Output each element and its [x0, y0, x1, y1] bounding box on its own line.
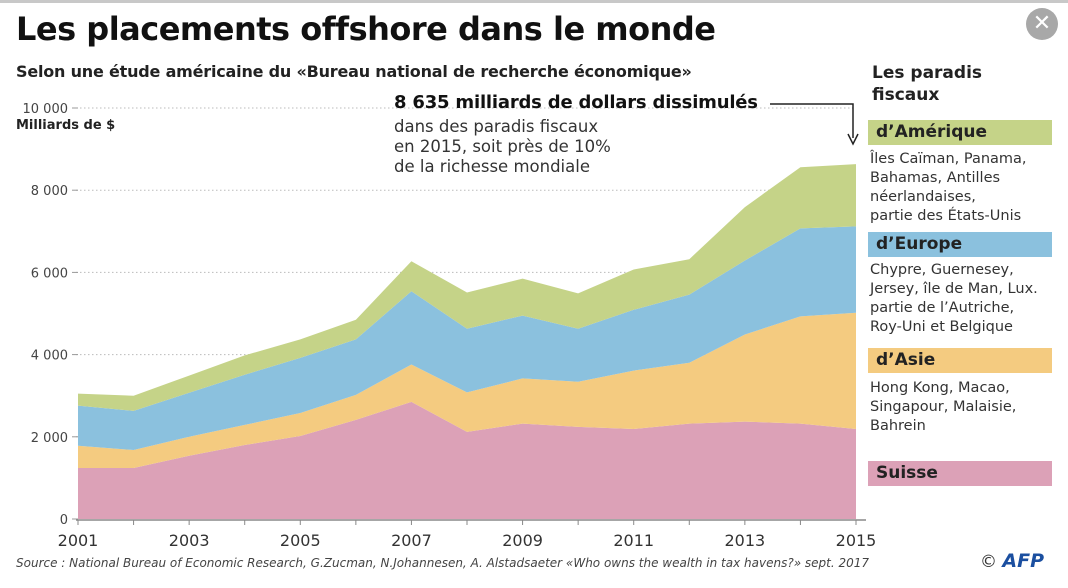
legend-desc-asie: Hong Kong, Macao, Singapour, Malaisie, B…: [870, 379, 1065, 436]
y-tick-label: 6 000: [31, 266, 68, 281]
arrow-down-icon: [847, 133, 859, 146]
y-tick-label: 10 000: [23, 102, 69, 117]
y-tick-label: 4 000: [31, 349, 68, 364]
area-damerique: [78, 164, 856, 411]
close-button[interactable]: ✕: [1026, 8, 1058, 40]
top-border: [0, 0, 1068, 3]
area-dasie: [78, 312, 856, 468]
legend-title: Les paradis fiscaux: [872, 62, 1052, 106]
legend-desc-line: Îles Caïman, Panama,: [870, 151, 1027, 167]
close-icon: ✕: [1032, 11, 1052, 36]
y-tick-label: 8 000: [31, 184, 68, 199]
x-tick-label: 2009: [502, 531, 543, 550]
y-tick-label: 2 000: [31, 431, 68, 446]
x-tick-label: 2015: [836, 531, 877, 550]
annotation-line: dans des paradis fiscaux: [394, 117, 599, 136]
legend-desc-line: Jersey, île de Man, Lux.: [870, 281, 1038, 297]
legend-item-europe: d’Europe: [868, 232, 1052, 257]
y-axis-label: Milliards de $: [16, 118, 116, 133]
y-tick-label: 0: [60, 513, 68, 528]
x-tick-label: 2003: [169, 531, 210, 550]
legend-desc-line: partie des États-Unis: [870, 208, 1022, 224]
legend-item-amerique: d’Amérique: [868, 120, 1052, 145]
x-tick-label: 2007: [391, 531, 432, 550]
legend-desc-line: Hong Kong, Macao,: [870, 380, 1010, 396]
legend-item-asie: d’Asie: [868, 348, 1052, 373]
annotation-leader-line: [770, 103, 854, 138]
legend-desc-line: Chypre, Guernesey,: [870, 262, 1014, 278]
annotation-headline: 8 635 milliards de dollars dissimulés: [394, 92, 758, 113]
x-tick-label: 2005: [280, 531, 321, 550]
x-tick-label: 2011: [613, 531, 654, 550]
legend-desc-line: Roy-Uni et Belgique: [870, 319, 1013, 335]
area-deurope: [78, 226, 856, 450]
legend-title-line: Les paradis: [872, 63, 983, 83]
area-suisse: [78, 401, 856, 519]
annotation-line: de la richesse mondiale: [394, 157, 590, 176]
legend-desc-line: Bahamas, Antilles: [870, 170, 1001, 186]
legend-desc-amerique: Îles Caïman, Panama, Bahamas, Antilles n…: [870, 150, 1065, 226]
x-tick-label: 2013: [724, 531, 765, 550]
legend-desc-line: néerlandaises,: [870, 189, 976, 205]
legend-desc-line: partie de l’Autriche,: [870, 300, 1015, 316]
legend-item-suisse: Suisse: [868, 461, 1052, 486]
legend-title-line: fiscaux: [872, 85, 940, 105]
legend-desc-line: Singapour, Malaisie,: [870, 399, 1017, 415]
afp-logo: AFP: [1002, 550, 1045, 572]
annotation-body: dans des paradis fiscaux en 2015, soit p…: [394, 117, 694, 177]
chart-title: Les placements offshore dans le monde: [16, 10, 716, 48]
annotation-line: en 2015, soit près de 10%: [394, 137, 611, 156]
chart-subtitle: Selon une étude américaine du «Bureau na…: [16, 62, 692, 81]
legend-desc-line: Bahrein: [870, 418, 926, 434]
source-note: Source : National Bureau of Economic Res…: [16, 556, 870, 570]
legend-desc-europe: Chypre, Guernesey, Jersey, île de Man, L…: [870, 261, 1065, 337]
credit: © AFP: [980, 550, 1044, 572]
copyright-symbol: ©: [980, 552, 997, 572]
x-tick-label: 2001: [58, 531, 99, 550]
